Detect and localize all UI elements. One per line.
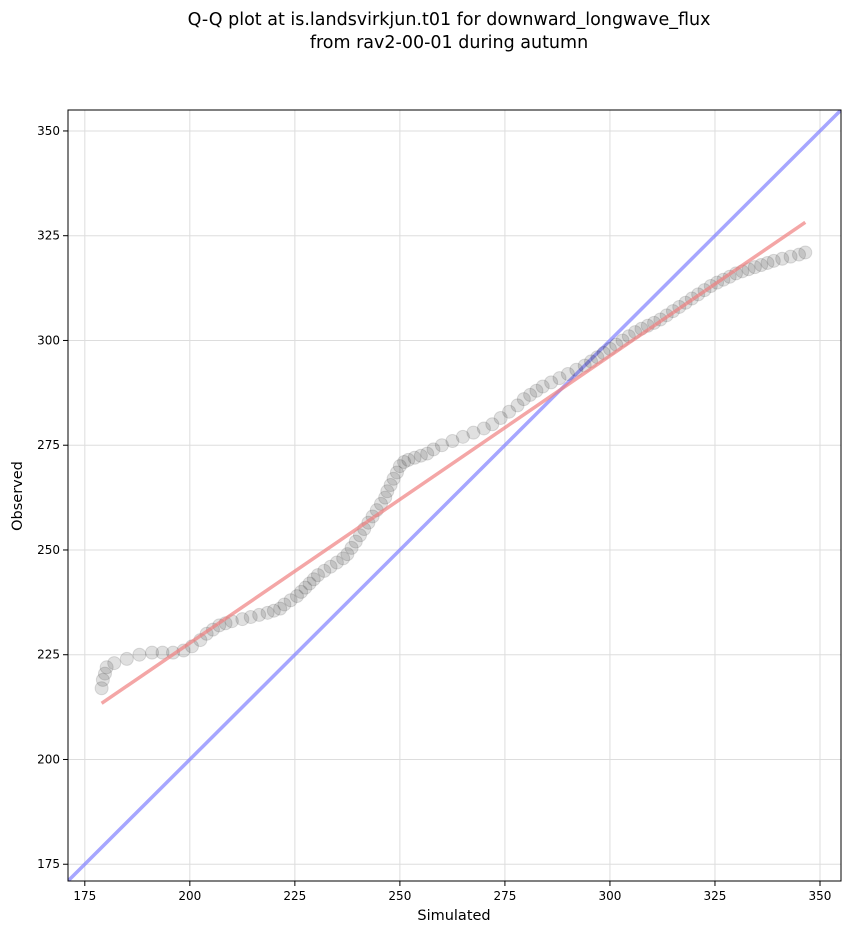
y-tick-label: 350 (37, 124, 60, 138)
qq-point (392, 459, 407, 474)
qq-point (766, 253, 781, 268)
qq-point (775, 251, 790, 266)
qq-point (107, 656, 122, 671)
qq-point (252, 607, 267, 622)
qq-point (760, 255, 775, 270)
qq-point (94, 681, 109, 696)
chart-title-line2: from rav2-00-01 during autumn (310, 33, 588, 53)
qq-point (336, 551, 351, 566)
fit-line (100, 220, 807, 705)
qq-point (560, 366, 575, 381)
qq-point (145, 645, 160, 660)
qq-point (401, 452, 416, 467)
chart-title-line1: Q-Q plot at is.landsvirkjun.t01 for down… (188, 10, 711, 30)
qq-point (340, 547, 355, 562)
qq-point (132, 647, 147, 662)
qq-point (294, 584, 309, 599)
qq-point (97, 666, 112, 681)
qq-point (510, 398, 525, 413)
qq-point (476, 421, 491, 436)
qq-point (289, 589, 304, 604)
y-tick-label: 200 (37, 752, 60, 766)
y-axis-label: Observed (10, 461, 26, 531)
qq-point (523, 387, 538, 402)
qq-point (277, 597, 292, 612)
qq-point (119, 651, 134, 666)
qq-point (95, 672, 110, 687)
x-tick-label: 300 (598, 889, 621, 903)
qq-point (466, 425, 481, 440)
identity-line (68, 110, 841, 881)
qq-point (99, 660, 114, 675)
line-layer (68, 110, 841, 881)
qq-point (380, 484, 395, 499)
qq-point (344, 540, 359, 555)
qq-point (413, 448, 428, 463)
y-tick-label: 300 (37, 333, 60, 347)
x-tick-label: 175 (73, 889, 96, 903)
qq-point (529, 383, 544, 398)
qq-point (420, 446, 435, 461)
plot-frame (67, 109, 842, 882)
qq-point (383, 478, 398, 493)
y-tick-label: 275 (37, 438, 60, 452)
qq-point (378, 490, 393, 505)
qq-point (273, 601, 288, 616)
point-layer (94, 220, 813, 705)
qq-point (493, 410, 508, 425)
qq-point (266, 603, 281, 618)
qq-point (306, 572, 321, 587)
qq-point (310, 568, 325, 583)
y-tick-label: 175 (37, 857, 60, 871)
y-tick-label: 325 (37, 229, 60, 243)
qq-point (329, 555, 344, 570)
qq-point (323, 559, 338, 574)
qq-point (298, 580, 313, 595)
qq-point (386, 471, 401, 486)
qq-point (798, 245, 813, 260)
qq-point (426, 442, 441, 457)
qq-point (397, 454, 412, 469)
tick-layer: 175 200 225 250 275 300 325 350 175 200 225 250 275 3… (37, 124, 831, 903)
qq-point (783, 249, 798, 264)
qq-point (155, 645, 170, 660)
x-tick-label: 275 (493, 889, 516, 903)
qq-point (260, 605, 275, 620)
qq-point (747, 260, 762, 275)
grid-layer (68, 110, 841, 881)
qq-point (569, 362, 584, 377)
x-tick-label: 225 (283, 889, 306, 903)
qq-point (434, 438, 449, 453)
qq-point (235, 612, 250, 627)
x-tick-label: 350 (809, 889, 832, 903)
qq-point (552, 371, 567, 386)
y-tick-label: 250 (37, 543, 60, 557)
x-axis-label: Simulated (417, 908, 490, 924)
qq-point (243, 610, 258, 625)
qq-point (317, 563, 332, 578)
qq-point (544, 375, 559, 390)
qq-point (535, 379, 550, 394)
qq-point (754, 258, 769, 273)
qq-point (407, 450, 422, 465)
qq-point (516, 392, 531, 407)
x-tick-label: 200 (178, 889, 201, 903)
x-tick-label: 250 (388, 889, 411, 903)
qq-point (455, 429, 470, 444)
x-tick-label: 325 (704, 889, 727, 903)
qq-point (791, 247, 806, 262)
qq-point (445, 434, 460, 449)
qq-point (485, 417, 500, 432)
qq-point (302, 576, 317, 591)
qq-point (502, 404, 517, 419)
y-tick-label: 225 (37, 648, 60, 662)
qq-point (348, 534, 363, 549)
qq-point (389, 465, 404, 480)
qq-point (283, 593, 298, 608)
